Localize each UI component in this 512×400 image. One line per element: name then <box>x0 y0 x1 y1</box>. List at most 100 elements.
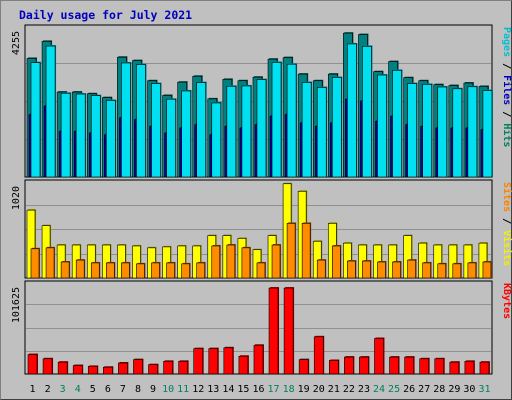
day-label-15: 15 <box>237 384 249 395</box>
pages-bar-day-28 <box>437 86 448 178</box>
day-label-6: 6 <box>105 384 111 395</box>
kbytes-bar-day-27 <box>419 358 429 375</box>
axis-label-part-pages-files-hits-2: Files <box>501 75 512 105</box>
sites-bar-day-12 <box>196 262 206 279</box>
sites-bar-day-31 <box>482 261 492 279</box>
sites-bar-day-21 <box>331 245 341 279</box>
pages-bar-day-1 <box>30 62 41 178</box>
kbytes-bar-day-26 <box>404 356 414 375</box>
sites-bar-day-7 <box>121 262 130 279</box>
sites-bar-day-29 <box>452 263 462 279</box>
pages-bar-day-27 <box>422 84 432 178</box>
day-label-28: 28 <box>433 384 445 395</box>
day-label-13: 13 <box>207 384 219 395</box>
sites-bar-day-22 <box>347 260 356 279</box>
kbytes-bar-day-30 <box>464 361 475 375</box>
pages-bar-day-29 <box>452 88 463 178</box>
day-label-1: 1 <box>30 384 36 395</box>
day-label-27: 27 <box>418 384 430 395</box>
sites-bar-day-6 <box>106 262 115 279</box>
sites-bar-day-14 <box>226 244 236 279</box>
pages-bar-day-12 <box>196 82 207 178</box>
pages-bar-day-5 <box>90 95 101 178</box>
kbytes-bar-day-6 <box>103 366 113 375</box>
sites-bar-day-1 <box>30 248 40 279</box>
day-label-30: 30 <box>463 384 475 395</box>
day-label-9: 9 <box>150 384 156 395</box>
kbytes-bar-day-19 <box>298 359 309 375</box>
kbytes-bar-day-21 <box>328 360 339 375</box>
kbytes-bar-day-4 <box>72 365 83 375</box>
kbytes-bar-day-9 <box>148 364 158 375</box>
pages-bar-day-23 <box>362 46 372 178</box>
axis-label-part-pages-files-hits-1: / <box>501 57 512 75</box>
max-label-sites-visits: 1020 <box>11 186 22 210</box>
kbytes-bar-day-8 <box>133 359 143 375</box>
kbytes-bar-day-28 <box>434 358 445 375</box>
axis-label-part-pages-files-hits-3: / <box>501 105 512 123</box>
sites-bar-day-8 <box>136 263 145 279</box>
sites-bar-day-15 <box>241 247 251 279</box>
day-label-24: 24 <box>373 384 385 395</box>
kbytes-bar-day-17 <box>268 287 279 375</box>
pages-bar-day-11 <box>181 90 191 178</box>
pages-bar-day-3 <box>60 92 71 178</box>
day-label-8: 8 <box>135 384 141 395</box>
pages-bar-day-6 <box>106 100 116 178</box>
sites-bar-day-30 <box>467 262 477 279</box>
day-label-31: 31 <box>478 384 490 395</box>
axis-label-sites-visits: Sites / Visits <box>501 182 512 266</box>
sites-bar-day-16 <box>256 262 266 279</box>
day-label-23: 23 <box>358 384 370 395</box>
pages-bar-day-13 <box>211 102 222 178</box>
day-label-4: 4 <box>75 384 81 395</box>
axis-label-part-pages-files-hits-0: Pages <box>501 27 512 57</box>
day-label-7: 7 <box>120 384 126 395</box>
day-label-2: 2 <box>45 384 51 395</box>
day-label-16: 16 <box>252 384 264 395</box>
pages-bar-day-8 <box>136 64 146 178</box>
sites-bar-day-5 <box>90 262 100 279</box>
day-label-26: 26 <box>403 384 415 395</box>
kbytes-bar-day-14 <box>223 347 234 375</box>
day-label-10: 10 <box>162 384 174 395</box>
pages-bar-day-7 <box>121 62 131 178</box>
day-label-12: 12 <box>192 384 204 395</box>
sites-bar-day-24 <box>377 261 386 279</box>
sites-bar-day-10 <box>166 262 175 279</box>
sites-bar-day-19 <box>301 223 311 279</box>
axis-label-part-pages-files-hits-4: Hits <box>501 123 512 147</box>
chart-title: Daily usage for July 2021 <box>19 8 193 22</box>
kbytes-bar-day-18 <box>283 287 294 375</box>
sites-bar-day-25 <box>392 261 401 279</box>
day-label-21: 21 <box>328 384 340 395</box>
pages-bar-day-21 <box>331 77 342 178</box>
sites-bar-day-20 <box>316 259 326 279</box>
axis-label-kbytes: KBytes <box>501 283 512 319</box>
pages-bar-day-26 <box>407 83 417 178</box>
pages-bar-day-20 <box>316 87 327 178</box>
day-label-3: 3 <box>60 384 66 395</box>
sites-bar-day-17 <box>271 244 281 279</box>
pages-bar-day-30 <box>467 86 478 178</box>
max-label-pages-files-hits: 4255 <box>11 31 22 55</box>
pages-bar-day-31 <box>482 90 493 178</box>
day-label-25: 25 <box>388 384 400 395</box>
kbytes-bar-day-12 <box>193 348 204 375</box>
day-label-11: 11 <box>177 384 189 395</box>
sites-bar-day-3 <box>60 261 70 279</box>
pages-bar-day-18 <box>286 63 297 178</box>
kbytes-bar-day-7 <box>118 362 128 375</box>
pages-bar-day-15 <box>241 85 252 178</box>
sites-bar-day-18 <box>286 223 296 279</box>
axis-label-part-sites-visits-1: / <box>501 212 512 230</box>
sites-bar-day-23 <box>362 260 371 279</box>
kbytes-bar-day-2 <box>42 358 53 375</box>
day-label-17: 17 <box>268 384 280 395</box>
kbytes-bar-day-13 <box>208 348 219 375</box>
sites-bar-day-11 <box>181 263 190 279</box>
pages-bar-day-2 <box>45 45 56 178</box>
sites-bar-day-13 <box>211 245 221 279</box>
day-label-18: 18 <box>283 384 295 395</box>
